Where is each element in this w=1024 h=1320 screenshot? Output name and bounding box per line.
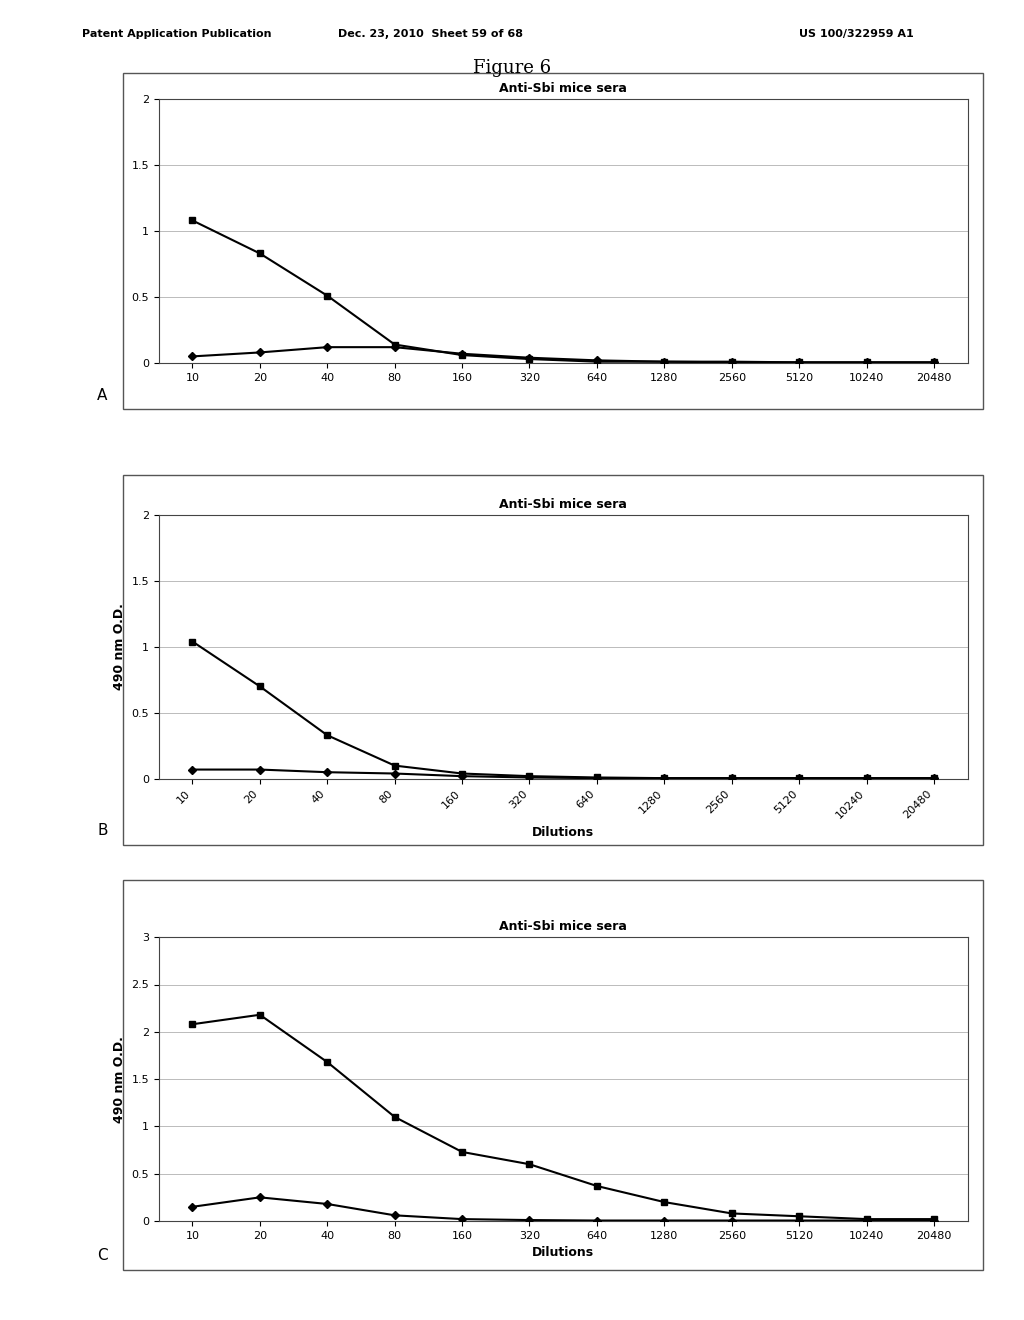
- Text: C: C: [97, 1249, 108, 1263]
- Text: Dec. 23, 2010  Sheet 59 of 68: Dec. 23, 2010 Sheet 59 of 68: [338, 29, 522, 40]
- Text: Patent Application Publication: Patent Application Publication: [82, 29, 271, 40]
- Title: Anti-Sbi mice sera: Anti-Sbi mice sera: [500, 498, 627, 511]
- Text: B: B: [97, 824, 108, 838]
- Y-axis label: 490 nm O.D.: 490 nm O.D.: [113, 603, 126, 690]
- X-axis label: Dilutions: Dilutions: [532, 826, 594, 840]
- Text: US 100/322959 A1: US 100/322959 A1: [799, 29, 913, 40]
- Text: A: A: [97, 388, 108, 403]
- Title: Anti-Sbi mice sera: Anti-Sbi mice sera: [500, 82, 627, 95]
- Y-axis label: 490 nm O.D.: 490 nm O.D.: [113, 1036, 126, 1122]
- Text: Figure 6: Figure 6: [473, 59, 551, 78]
- X-axis label: Dilutions: Dilutions: [532, 1246, 594, 1259]
- Title: Anti-Sbi mice sera: Anti-Sbi mice sera: [500, 920, 627, 933]
